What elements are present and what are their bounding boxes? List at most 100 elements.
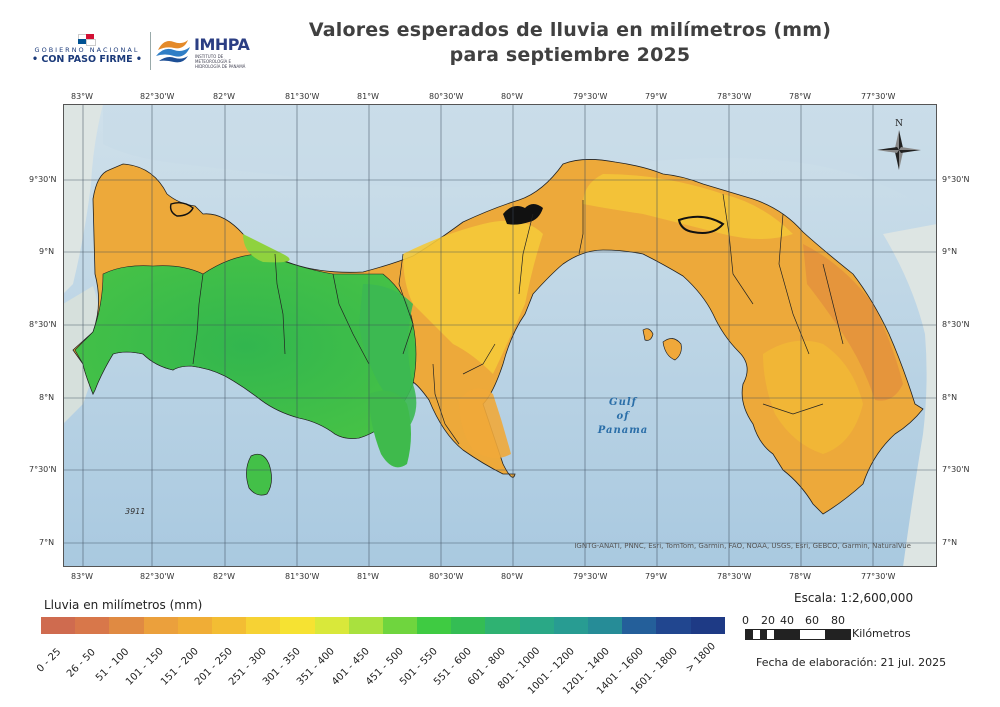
longitude-label: 77°30'W xyxy=(861,92,896,101)
latitude-label: 8°N xyxy=(942,393,958,402)
legend-swatch xyxy=(41,617,76,634)
legend-label: > 1800 xyxy=(684,641,719,676)
latitude-label: 7°30'N xyxy=(942,465,970,474)
legend-swatch xyxy=(280,617,315,634)
legend-swatch xyxy=(211,617,247,634)
longitude-label: 80°W xyxy=(501,572,524,581)
map-border xyxy=(63,104,937,567)
north-arrow-label: N xyxy=(895,119,903,129)
scalebar-tick: 0 xyxy=(742,614,749,627)
legend-swatch xyxy=(75,617,110,634)
rain-zone-yellow-darien xyxy=(763,340,863,454)
longitude-label: 82°W xyxy=(213,572,236,581)
scalebar xyxy=(745,629,851,640)
map-title-line2: para septiembre 2025 xyxy=(449,44,691,66)
rain-zone-green-veraguas xyxy=(369,390,411,468)
longitude-label: 80°30'W xyxy=(429,572,464,581)
panama-flag-icon xyxy=(78,34,96,46)
legend-swatch xyxy=(348,617,383,634)
legend-swatch xyxy=(143,617,178,634)
longitude-label: 79°30'W xyxy=(573,572,608,581)
rain-zone-green-central xyxy=(359,284,417,434)
rain-zone-yellow-east xyxy=(583,174,793,239)
ocean-id-label: 3911 xyxy=(125,507,145,516)
legend-swatch xyxy=(246,617,281,634)
graticule xyxy=(63,104,937,567)
pearl-islands xyxy=(662,338,682,361)
legend-swatch xyxy=(382,617,418,634)
rainfall-map[interactable]: Gulf of Panama 3911 N IGNTG-ANATI, PNNC,… xyxy=(63,104,937,567)
longitude-label: 82°W xyxy=(213,92,236,101)
latitude-label: 9°30'N xyxy=(942,175,970,184)
latitude-label: 9°N xyxy=(942,247,958,256)
legend-swatch xyxy=(656,617,691,634)
legend-label: 0 - 25 xyxy=(34,646,63,676)
scalebar-tick: 60 xyxy=(805,614,819,627)
longitude-label: 78°W xyxy=(789,92,812,101)
scalebar-tick: 80 xyxy=(831,614,845,627)
legend-swatch xyxy=(417,617,452,634)
latitude-label: 8°30'N xyxy=(29,320,57,329)
legend-swatch xyxy=(451,617,486,634)
legend-swatch xyxy=(519,617,554,634)
imhpa-logo: IMHPA INSTITUTO DE METEOROLOGÍA E HIDROL… xyxy=(154,30,254,70)
caribbean-sea xyxy=(103,104,937,214)
latitude-label: 8°30'N xyxy=(942,320,970,329)
map-title-line1: Valores esperados de lluvia en milímetro… xyxy=(308,19,832,41)
latitude-label: 9°N xyxy=(39,247,55,256)
gobierno-nacional-logo: GOBIERNO NACIONAL • CON PASO FIRME • xyxy=(26,34,148,70)
colombia-land xyxy=(883,224,937,567)
province-boundaries xyxy=(192,193,844,445)
bayano-lake xyxy=(677,215,725,234)
gulf-label-2: of xyxy=(617,411,631,422)
map-title: Valores esperados de lluvia en milímetro… xyxy=(270,18,870,68)
latitude-label: 9°30'N xyxy=(29,175,57,184)
longitude-label: 81°W xyxy=(357,92,380,101)
longitude-label: 78°W xyxy=(789,572,812,581)
longitude-label: 80°30'W xyxy=(429,92,464,101)
legend-title: Lluvia en milímetros (mm) xyxy=(44,598,203,612)
legend-swatch xyxy=(314,617,349,634)
longitude-label: 79°W xyxy=(645,92,668,101)
longitude-label: 82°30'W xyxy=(140,572,175,581)
legend-color-bar xyxy=(41,617,725,634)
longitude-label: 79°W xyxy=(645,572,668,581)
longitude-label: 81°30'W xyxy=(285,92,320,101)
legend-swatch xyxy=(622,617,657,634)
legend-swatch xyxy=(177,617,212,634)
longitude-label: 81°30'W xyxy=(285,572,320,581)
rain-zone-azuero xyxy=(459,388,511,459)
longitude-label: 83°W xyxy=(71,92,94,101)
gulf-label-1: Gulf xyxy=(609,397,638,408)
longitude-label: 80°W xyxy=(501,92,524,101)
longitude-label: 79°30'W xyxy=(573,92,608,101)
logo-divider xyxy=(150,32,151,70)
latitude-label: 7°N xyxy=(942,538,958,547)
legend-swatch xyxy=(485,617,520,634)
longitude-label: 78°30'W xyxy=(717,92,752,101)
legend-swatch xyxy=(588,617,623,634)
longitude-label: 78°30'W xyxy=(717,572,752,581)
rain-zone-green-west xyxy=(74,253,417,439)
longitude-label: 82°30'W xyxy=(140,92,175,101)
coiba-island xyxy=(246,453,272,496)
legend-swatch xyxy=(109,617,144,634)
gobierno-nacional-text: GOBIERNO NACIONAL xyxy=(34,46,140,54)
scale-text: Escala: 1:2,600,000 xyxy=(794,591,914,605)
longitude-label: 77°30'W xyxy=(861,572,896,581)
latitude-label: 8°N xyxy=(39,393,55,402)
pearl-island-2 xyxy=(642,328,654,341)
con-paso-firme-text: • CON PASO FIRME • xyxy=(31,54,142,65)
latitude-label: 7°N xyxy=(39,538,55,547)
north-arrow-icon xyxy=(877,130,921,170)
rain-zone-lightgreen-north xyxy=(243,234,290,263)
longitude-label: 81°W xyxy=(357,572,380,581)
gulf-label-3: Panama xyxy=(597,425,649,436)
latitude-label: 7°30'N xyxy=(29,465,57,474)
scalebar-tick: 40 xyxy=(780,614,794,627)
scalebar-unit: Kilómetros xyxy=(852,627,911,640)
legend-label: 26 - 50 xyxy=(64,646,98,680)
map-attribution: IGNTG-ANATI, PNNC, Esri, TomTom, Garmin,… xyxy=(574,542,911,550)
imhpa-name: IMHPA xyxy=(194,35,250,54)
imhpa-subtitle: INSTITUTO DE METEOROLOGÍA E HIDROLOGÍA D… xyxy=(195,54,246,69)
